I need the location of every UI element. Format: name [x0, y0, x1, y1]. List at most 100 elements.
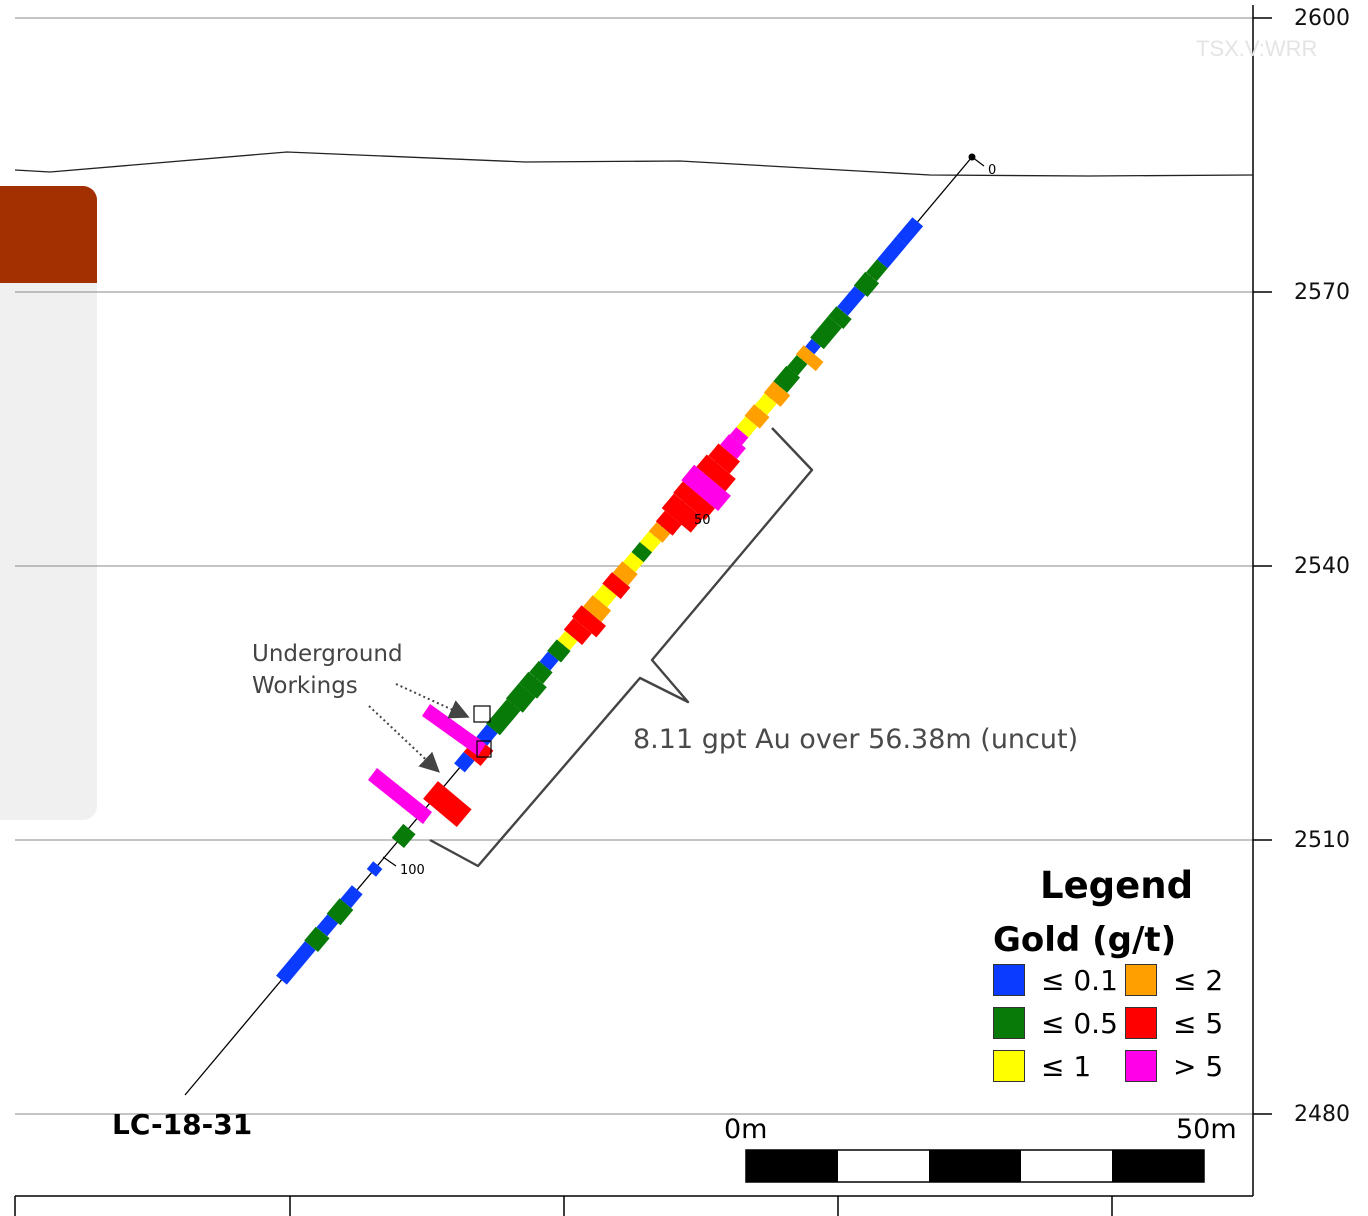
assay-interval-bar	[505, 683, 536, 713]
elevation-label: 2540	[1294, 554, 1350, 579]
workings-box	[476, 740, 492, 758]
assay-interval-bar	[631, 542, 653, 563]
legend-item: ≤ 0.1	[993, 963, 1118, 997]
underground-workings-label: Underground Workings	[252, 638, 403, 702]
legend-swatch	[1125, 1007, 1157, 1039]
assay-interval-bar	[744, 404, 770, 429]
legend-label: ≤ 1	[1041, 1049, 1092, 1083]
legend-label: > 5	[1173, 1049, 1224, 1083]
assay-interval-bar	[602, 572, 631, 599]
assay-interval-bar	[708, 443, 740, 474]
legend-label: ≤ 5	[1173, 1006, 1224, 1040]
assay-interval-bar	[673, 481, 715, 520]
depth-label-50: 50	[694, 513, 711, 528]
legend-swatch	[993, 1050, 1025, 1082]
annotation-line: Underground	[252, 641, 403, 667]
scale-label-end: 50m	[1176, 1114, 1237, 1145]
ticker-watermark: TSX.V:WRR	[1196, 36, 1318, 61]
assay-interval-bar	[423, 781, 472, 827]
legend-item: > 5	[1125, 1049, 1223, 1083]
assay-interval-bar	[368, 768, 432, 824]
elevation-label: 2570	[1294, 280, 1350, 305]
scale-bar	[745, 1149, 1205, 1183]
workings-box	[473, 705, 491, 723]
legend-title: Legend	[1040, 864, 1194, 907]
annotation-line: Workings	[252, 673, 358, 699]
scale-bar-segment	[1112, 1150, 1204, 1182]
assay-interval-bar	[518, 671, 547, 699]
assay-interval-bar	[422, 704, 486, 756]
elevation-label: 2600	[1294, 6, 1350, 31]
legend-item: ≤ 2	[1125, 963, 1223, 997]
assay-interval-bar	[557, 630, 578, 651]
assay-interval-bar	[655, 510, 682, 536]
scale-bar-segment	[746, 1150, 838, 1182]
assay-interval-bar	[571, 605, 606, 638]
hole-id-label: LC-18-31	[112, 1108, 253, 1141]
assay-interval-bar	[391, 823, 416, 848]
legend-swatch	[1125, 1050, 1157, 1082]
side-panel-accent	[0, 186, 97, 283]
assay-interval-bar	[340, 885, 363, 908]
assay-interval-bar	[486, 699, 521, 736]
legend-subtitle: Gold (g/t)	[993, 920, 1177, 960]
assay-interval-bar	[583, 595, 612, 622]
intercept-brace	[429, 427, 814, 868]
assay-interval-bar	[729, 427, 749, 445]
assay-interval-bar	[529, 660, 553, 684]
legend-swatch	[993, 1007, 1025, 1039]
assay-interval-bar	[316, 914, 339, 937]
legend-label: ≤ 0.1	[1041, 963, 1118, 997]
assay-interval-bar	[720, 434, 746, 459]
assay-interval-bar	[877, 236, 907, 269]
assay-interval-bar	[304, 926, 330, 952]
assay-interval-bar	[795, 345, 824, 372]
scale-bar-segment	[929, 1150, 1021, 1182]
assay-interval-bar	[681, 464, 731, 511]
elevation-label: 2510	[1294, 828, 1350, 853]
assay-interval-bar	[276, 941, 316, 985]
assay-interval-bar	[837, 286, 866, 316]
assay-interval-bar	[787, 355, 808, 376]
annotation-arrow	[368, 705, 440, 773]
elevation-axis	[1252, 5, 1272, 1196]
assay-intervals	[276, 217, 924, 985]
assay-interval-bar	[612, 561, 638, 586]
legend-label: ≤ 2	[1173, 963, 1224, 997]
assay-interval-bar	[736, 416, 758, 438]
depth-label-0: 0	[988, 163, 997, 178]
assay-interval-bar	[763, 381, 791, 407]
assay-interval-bar	[853, 271, 880, 297]
assay-interval-bar	[896, 217, 924, 246]
assay-interval-bar	[639, 531, 662, 553]
assay-interval-bar	[547, 639, 571, 663]
legend-item: ≤ 0.5	[993, 1006, 1118, 1040]
assay-interval-bar	[810, 316, 842, 350]
depth-tick-0	[971, 156, 985, 167]
topography-line	[14, 151, 1254, 177]
assay-interval-bar	[593, 584, 617, 608]
assay-interval-bar	[366, 861, 383, 877]
assay-interval-bar	[648, 522, 671, 543]
intercept-label: 8.11 gpt Au over 56.38m (uncut)	[633, 724, 1079, 755]
legend-swatch	[993, 964, 1025, 996]
legend-swatch	[1125, 964, 1157, 996]
assay-interval-bar	[866, 259, 888, 282]
assay-interval-bar	[828, 306, 852, 329]
legend-item: ≤ 1	[993, 1049, 1091, 1083]
assay-interval-bar	[476, 724, 498, 746]
depth-label-100: 100	[400, 863, 425, 878]
assay-interval-bar	[539, 651, 559, 671]
assay-interval-bar	[696, 454, 736, 492]
elevation-label: 2480	[1294, 1102, 1350, 1127]
bottom-axis	[14, 1195, 1253, 1216]
assay-interval-bar	[454, 751, 475, 773]
depth-tick-100	[382, 856, 397, 867]
assay-interval-bar	[805, 338, 821, 355]
assay-interval-bar	[623, 552, 644, 573]
legend-item: ≤ 5	[1125, 1006, 1223, 1040]
assay-interval-bar	[754, 393, 777, 416]
assay-interval-bar	[773, 365, 801, 393]
assay-interval-bar	[661, 493, 704, 533]
